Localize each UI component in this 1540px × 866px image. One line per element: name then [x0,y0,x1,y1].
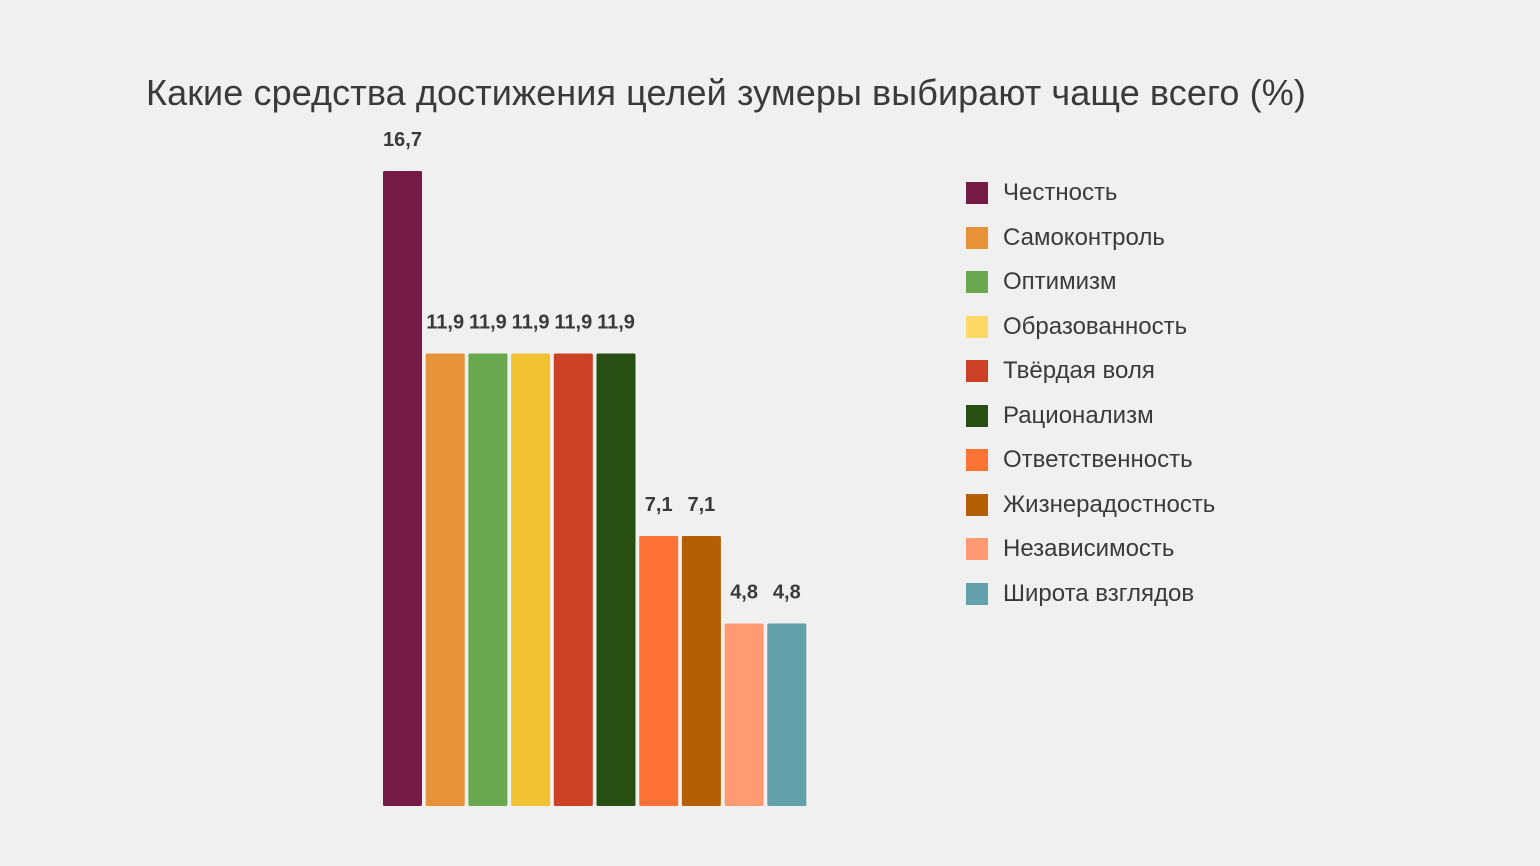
legend-swatch [966,360,988,383]
legend-label: Рационализм [1003,401,1154,429]
legend-item: Честность [966,171,1215,216]
legend-label: Твёрдая воля [1003,357,1155,385]
legend-swatch [966,538,988,561]
legend-item: Широта взглядов [966,572,1215,617]
legend-item: Независимость [966,527,1215,572]
legend-swatch [966,271,988,294]
legend-label: Самоконтроль [1003,223,1165,251]
bar-value-label: 11,9 [554,312,592,334]
legend-swatch [966,493,988,516]
bar-value-label: 7,1 [687,494,715,516]
legend-swatch [966,226,988,249]
bar [553,353,593,806]
legend-swatch [966,449,988,472]
legend-swatch [966,182,988,205]
bar-value-label: 4,8 [773,582,801,604]
legend-swatch [966,404,988,427]
bar-value-label: 11,9 [512,312,550,334]
legend-item: Оптимизм [966,260,1215,305]
bar-value-label: 7,1 [645,494,673,516]
legend-item: Рационализм [966,394,1215,439]
bar-value-label: 4,8 [730,582,758,604]
bar [511,353,551,806]
legend-label: Жизнерадостность [1003,490,1216,518]
bar [596,353,636,806]
bar [681,536,721,806]
legend-label: Честность [1003,179,1118,207]
chart-title: Какие средства достижения целей зумеры в… [146,72,1306,113]
legend-swatch [966,582,988,605]
legend-label: Оптимизм [1003,268,1117,296]
bars-group [383,171,807,806]
legend-label: Широта взглядов [1003,579,1195,607]
legend-item: Образованность [966,305,1215,350]
legend-item: Ответственность [966,438,1215,483]
legend-label: Образованность [1003,312,1188,340]
legend-label: Независимость [1003,535,1175,563]
bar-value-label: 16,7 [383,129,422,151]
value-labels-group: 16,711,9 11,9 11,9 11,9 11,97,1 7,14,8 4,8 [383,129,801,604]
bar [425,353,465,806]
bar [724,623,764,806]
bar-value-label: 11,9 [469,312,507,334]
bar [383,171,422,806]
bar [767,623,807,806]
bar-value-label: 11,9 [597,312,635,334]
bar [639,536,679,806]
legend-item: Жизнерадостность [966,483,1215,528]
legend: Честность Самоконтроль Оптимизм Образованно… [966,171,1215,616]
legend-item: Твёрдая воля [966,349,1215,394]
legend-swatch [966,315,988,338]
bar-value-label: 11,9 [426,312,464,334]
legend-label: Ответственность [1003,446,1193,474]
legend-item: Самоконтроль [966,216,1215,261]
bar [468,353,508,806]
